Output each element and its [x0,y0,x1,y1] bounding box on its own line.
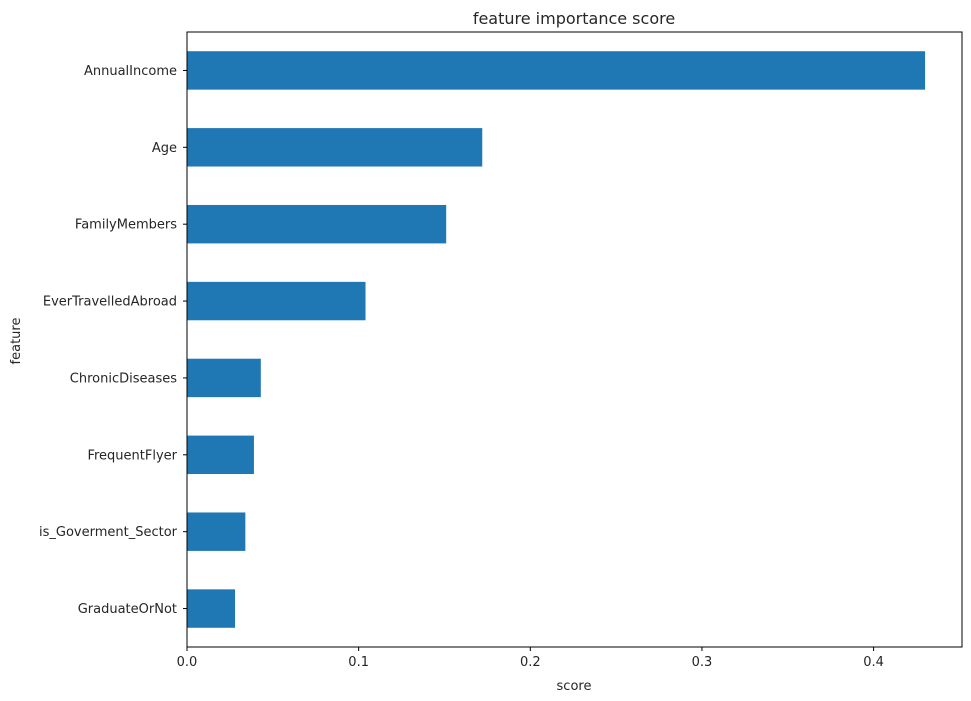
y-tick-label: ChronicDiseases [70,371,177,386]
x-tick-label: 0.0 [177,655,198,670]
y-tick-label: AnnualIncome [84,64,177,79]
y-tick-label: GraduateOrNot [78,602,177,617]
y-axis-label: feature [9,318,24,365]
y-tick-label: FrequentFlyer [87,448,177,463]
x-tick-label: 0.2 [520,655,541,670]
y-tick-label: Age [152,141,177,156]
bar-Age [187,128,483,167]
x-tick-label: 0.1 [348,655,369,670]
x-tick-label: 0.3 [692,655,713,670]
axes-frame [186,31,963,648]
x-axis-label: score [557,679,592,694]
bar-FrequentFlyer [187,435,254,475]
chart-title: feature importance score [473,9,675,28]
bar-EverTravelledAbroad [187,281,366,321]
bar-ChronicDiseases [187,358,261,398]
bar-GraduateOrNot [187,589,236,628]
y-tick-label: is_Goverment_Sector [39,525,178,540]
y-tick-label: EverTravelledAbroad [43,295,177,310]
bar-FamilyMembers [187,204,447,244]
y-tick-label: FamilyMembers [75,218,177,233]
bar-AnnualIncome [187,51,926,90]
plot-area: AnnualIncome Age FamilyMembers EverTravelle… [39,31,963,670]
bar-is_Goverment_Sector [187,512,246,551]
x-tick-label: 0.4 [863,655,884,670]
